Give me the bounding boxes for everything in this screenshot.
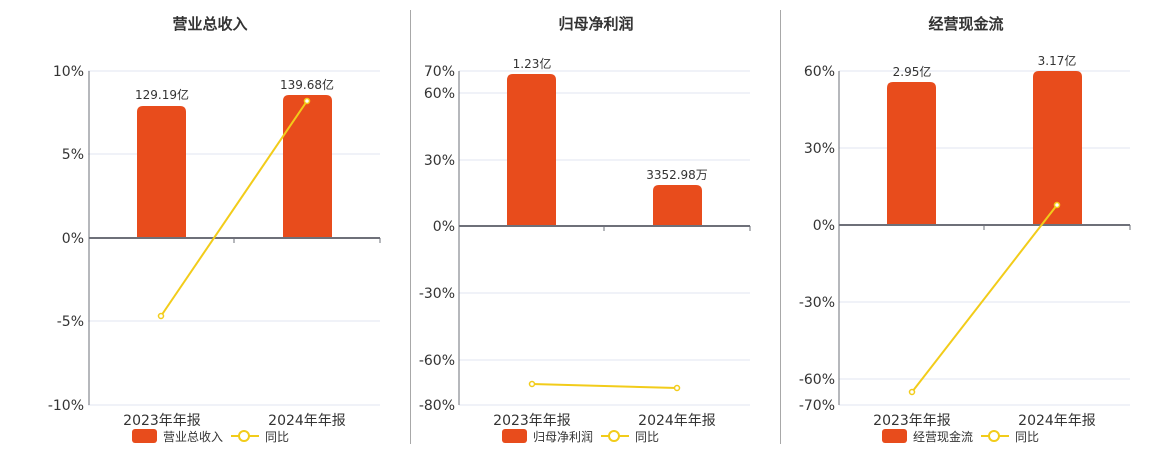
bar-2024[interactable] (283, 95, 332, 238)
x-category-label: 2024年年报 (638, 413, 716, 429)
y-tick-label: 0% (433, 219, 455, 235)
y-tick-label: 60% (804, 64, 835, 80)
legend-line-label[interactable]: 同比 (265, 429, 290, 444)
bar-value-label: 2.95亿 (893, 64, 932, 79)
y-tick-label: 70% (424, 64, 455, 80)
yoy-point[interactable] (673, 384, 681, 392)
legend: 经营现金流 同比 (882, 428, 1039, 444)
legend-line-label[interactable]: 同比 (1015, 429, 1040, 444)
legend-bar-label[interactable]: 营业总收入 (163, 429, 224, 444)
y-tick-label: -80% (419, 398, 455, 414)
legend: 营业总收入 同比 (132, 428, 289, 444)
bar-value-label: 3.17亿 (1038, 53, 1077, 68)
panel-divider (780, 10, 781, 444)
yoy-point[interactable] (1053, 201, 1061, 209)
gridlines (459, 70, 750, 406)
y-tick-label: 30% (424, 153, 455, 169)
y-tick-label: -70% (799, 398, 835, 414)
y-tick-label: 10% (53, 64, 84, 80)
bar-value-label: 1.23亿 (513, 56, 552, 71)
y-tick-label: -60% (419, 353, 455, 369)
bar-2024[interactable] (1033, 71, 1082, 225)
chart-panel-revenue: 营业总收入 10% 5% 0% -5% -10% 129.19亿 139.68亿… (0, 0, 410, 450)
bar-2024[interactable] (653, 185, 702, 226)
y-tick-label: -30% (419, 286, 455, 302)
y-tick-label: 0% (813, 218, 835, 234)
legend-bar-swatch[interactable] (132, 429, 157, 443)
legend-line-icon[interactable] (981, 429, 1010, 443)
y-tick-label: -30% (799, 295, 835, 311)
yoy-line (531, 383, 678, 389)
y-tick-label: -5% (57, 314, 84, 330)
bar-2023[interactable] (507, 74, 556, 226)
bar-value-label: 3352.98万 (646, 168, 708, 182)
legend-bar-swatch[interactable] (502, 429, 527, 443)
x-category-label: 2023年年报 (873, 413, 951, 429)
panel-divider (410, 10, 411, 444)
x-category-label: 2024年年报 (268, 413, 346, 429)
x-category-label: 2023年年报 (123, 413, 201, 429)
y-tick-label: 60% (424, 86, 455, 102)
x-category-label: 2023年年报 (493, 413, 571, 429)
chart-title: 营业总收入 (172, 15, 248, 33)
legend-bar-label[interactable]: 归母净利润 (533, 429, 594, 444)
y-tick-label: 0% (62, 231, 84, 247)
legend: 归母净利润 同比 (502, 428, 659, 444)
yoy-point[interactable] (303, 97, 311, 105)
legend-line-label[interactable]: 同比 (635, 429, 660, 444)
bar-value-label: 129.19亿 (135, 87, 189, 102)
bar-2023[interactable] (887, 82, 936, 225)
yoy-point[interactable] (528, 380, 536, 388)
legend-line-icon[interactable] (231, 429, 260, 443)
y-tick-label: 5% (62, 147, 84, 163)
legend-bar-swatch[interactable] (882, 429, 907, 443)
yoy-line (911, 204, 1058, 393)
chart-title: 经营现金流 (928, 15, 1004, 33)
yoy-point[interactable] (908, 388, 916, 396)
chart-plot: 10% 5% 0% -5% -10% 129.19亿 139.68亿 2023年… (48, 64, 381, 429)
y-tick-label: -60% (799, 372, 835, 388)
chart-title: 归母净利润 (558, 15, 634, 33)
bar-2023[interactable] (137, 106, 186, 238)
yoy-point[interactable] (157, 312, 165, 320)
gridlines (839, 70, 1130, 406)
legend-line-icon[interactable] (601, 429, 630, 443)
bar-value-label: 139.68亿 (280, 77, 334, 92)
y-tick-label: 30% (804, 141, 835, 157)
yoy-line (160, 100, 308, 317)
x-category-label: 2024年年报 (1018, 413, 1096, 429)
y-tick-label: -10% (48, 398, 84, 414)
legend-bar-label[interactable]: 经营现金流 (913, 429, 974, 444)
gridlines (88, 70, 380, 406)
